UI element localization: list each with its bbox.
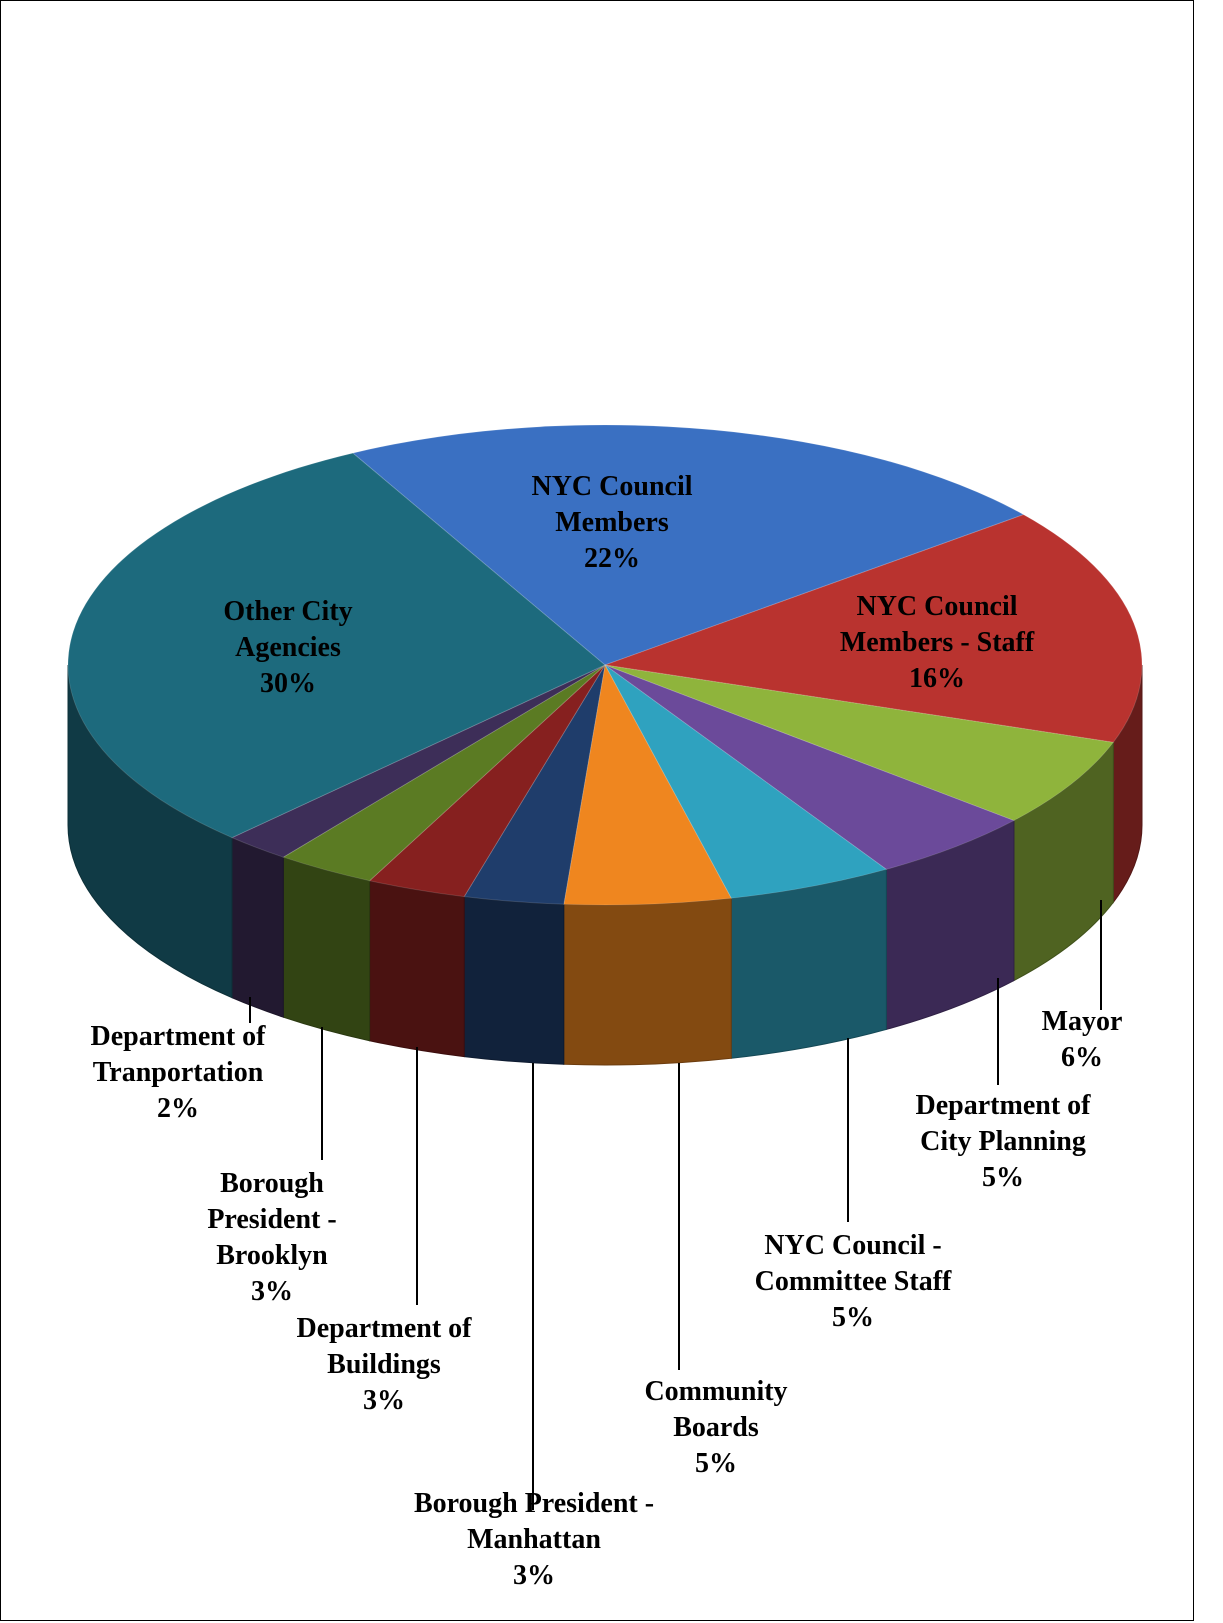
category-label: Borough President - Manhattan: [413, 1488, 655, 1555]
slice: [604, 514, 1143, 743]
slice: [463, 664, 606, 905]
frame: [0, 0, 1194, 1621]
category-label: NYC Council Members: [531, 471, 693, 538]
value-label: 6%: [1061, 1042, 1103, 1073]
slice-label: Borough President - Brooklyn 3%: [192, 1166, 352, 1310]
category-label: Community Boards: [644, 1376, 788, 1443]
slice-label: Other City Agencies 30%: [203, 594, 373, 702]
slice-label: Community Boards 5%: [629, 1374, 804, 1482]
slice-label: Department of City Planning 5%: [896, 1088, 1111, 1196]
slice-label: Department of Tranportation 2%: [71, 1019, 286, 1127]
category-label: Other City Agencies: [223, 596, 353, 663]
slice: [67, 452, 606, 839]
category-label: Department of City Planning: [915, 1090, 1091, 1157]
slice-side: [563, 897, 732, 1066]
slice: [604, 664, 888, 899]
value-label: 22%: [584, 543, 640, 574]
slice: [604, 664, 1016, 870]
slice-label: NYC Council Members - Staff 16%: [817, 589, 1057, 697]
slice-label: Mayor 6%: [1022, 1004, 1142, 1076]
slice-label: Department of Buildings 3%: [277, 1311, 492, 1419]
slice: [230, 664, 606, 858]
slice-side: [231, 836, 284, 1018]
value-label: 30%: [260, 668, 316, 699]
slice-label: Borough President - Manhattan 3%: [392, 1486, 677, 1594]
value-label: 5%: [695, 1448, 737, 1479]
value-label: 3%: [251, 1276, 293, 1307]
slice: [604, 664, 1115, 822]
category-label: Borough President - Brooklyn: [207, 1168, 337, 1271]
category-label: Mayor: [1041, 1006, 1123, 1037]
slice: [282, 664, 606, 882]
slice: [351, 424, 1025, 666]
slice-side: [730, 868, 887, 1059]
category-label: NYC Council - Committee Staff: [754, 1230, 952, 1297]
category-label: Department of Tranportation: [90, 1021, 266, 1088]
slice-side: [463, 896, 565, 1065]
value-label: 3%: [363, 1385, 405, 1416]
slice-side: [369, 880, 465, 1058]
category-label: Department of Buildings: [296, 1313, 472, 1380]
slice: [368, 664, 606, 898]
value-label: 5%: [832, 1302, 874, 1333]
value-label: 5%: [982, 1162, 1024, 1193]
slice-label: NYC Council - Committee Staff 5%: [733, 1228, 973, 1336]
slice: [563, 663, 733, 906]
slice-side: [282, 856, 371, 1042]
value-label: 2%: [157, 1093, 199, 1124]
value-label: 16%: [909, 663, 965, 694]
value-label: 3%: [513, 1560, 555, 1591]
category-label: NYC Council Members - Staff: [839, 591, 1035, 658]
slice-label: NYC Council Members 22%: [512, 469, 712, 577]
